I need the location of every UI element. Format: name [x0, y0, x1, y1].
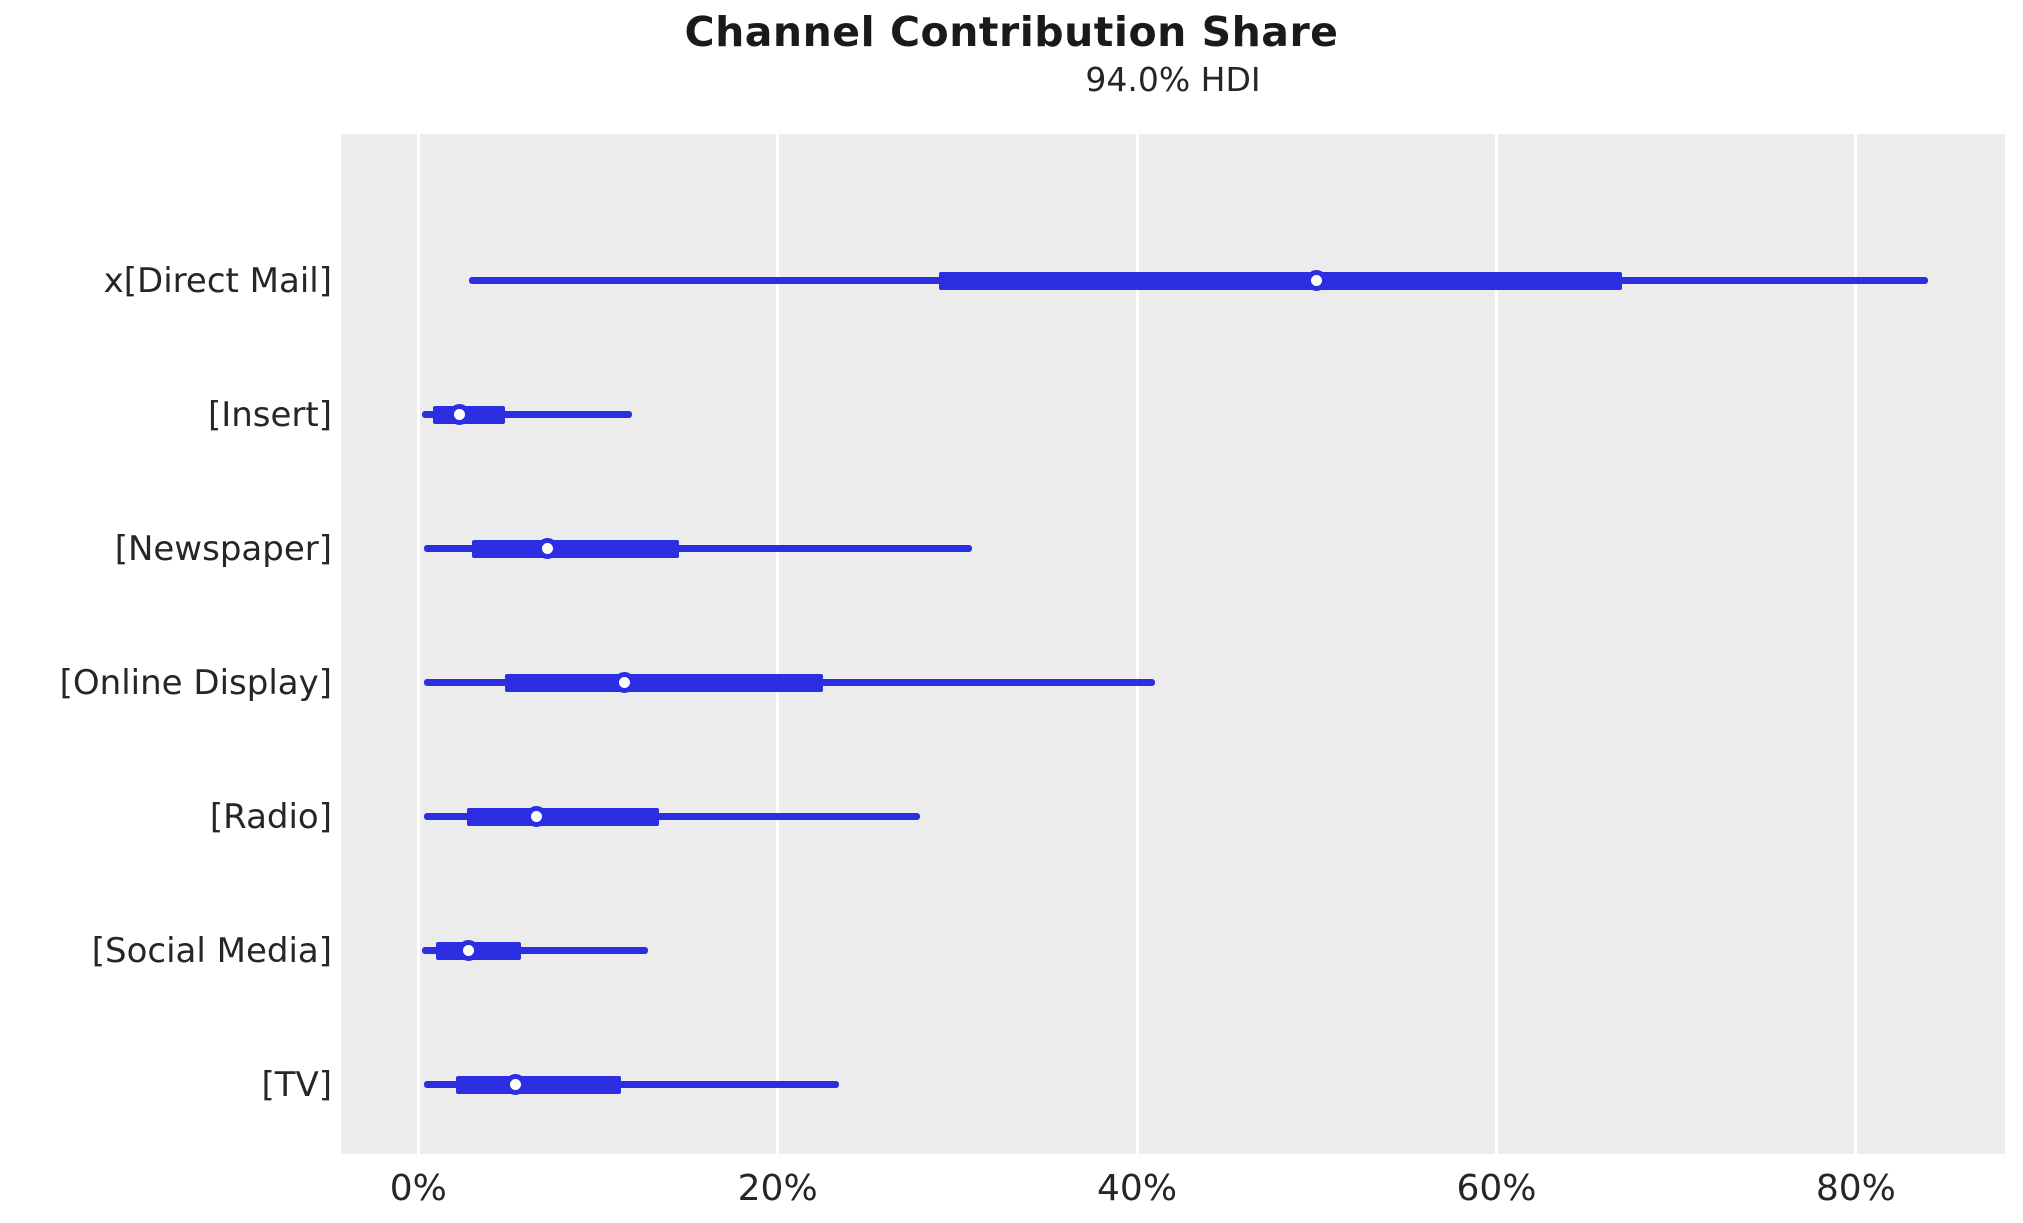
chart-title: Channel Contribution Share [684, 8, 1339, 56]
median-marker [1306, 270, 1328, 292]
quartile-band [504, 673, 823, 692]
quartile-band [456, 1075, 622, 1094]
median-marker [458, 940, 480, 962]
x-tick-label: 0% [389, 1168, 447, 1209]
hdi-line [421, 411, 633, 419]
median-marker [614, 672, 636, 694]
median-marker [449, 404, 471, 426]
x-tick-label: 60% [1456, 1168, 1537, 1209]
x-tick-label: 20% [737, 1168, 818, 1209]
hdi-line [423, 545, 972, 553]
quartile-band [472, 539, 679, 558]
gridline-60 [1494, 134, 1498, 1154]
channel-label: [TV] [261, 1064, 332, 1105]
hdi-line [423, 1081, 839, 1089]
x-tick-label: 40% [1097, 1168, 1178, 1209]
chart-subtitle-hdi: 94.0% HDI [1085, 60, 1261, 99]
x-tick-label: 80% [1815, 1168, 1896, 1209]
channel-label: [Social Media] [91, 930, 332, 971]
hdi-line [423, 813, 920, 821]
gridline-0 [416, 134, 420, 1154]
gridline-40 [1135, 134, 1139, 1154]
hdi-line [421, 947, 649, 955]
channel-label: [Radio] [209, 796, 332, 837]
median-marker [526, 806, 548, 828]
median-marker [504, 1074, 526, 1096]
channel-label: x[Direct Mail] [103, 260, 332, 301]
gridline-20 [776, 134, 780, 1154]
quartile-band [466, 807, 660, 826]
channel-label: [Online Display] [59, 662, 332, 703]
plot-area [341, 134, 2005, 1154]
quartile-band [939, 271, 1623, 290]
channel-label: [Insert] [207, 394, 332, 435]
gridline-80 [1854, 134, 1858, 1154]
median-marker [537, 538, 559, 560]
channel-label: [Newspaper] [114, 528, 332, 569]
